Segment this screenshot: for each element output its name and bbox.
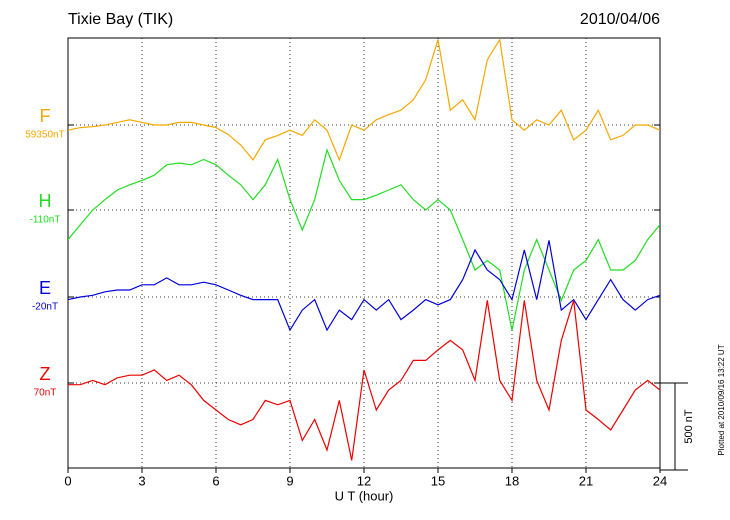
series-name: F xyxy=(40,106,51,126)
chart-title: Tixie Bay (TIK) xyxy=(68,11,173,28)
x-tick-label: 3 xyxy=(138,473,145,488)
series-name: H xyxy=(39,191,52,211)
series-baseline: -20nT xyxy=(32,302,58,313)
x-tick-label: 18 xyxy=(505,473,519,488)
chart-date: 2010/04/06 xyxy=(580,11,660,28)
x-tick-label: 15 xyxy=(431,473,445,488)
series-baseline: 70nT xyxy=(34,388,57,399)
series-name: E xyxy=(39,278,51,298)
x-tick-label: 0 xyxy=(64,473,71,488)
trace-line xyxy=(68,148,660,331)
x-tick-label: 9 xyxy=(286,473,293,488)
scale-bar-label: 500 nT xyxy=(683,409,695,444)
x-tick-label: 24 xyxy=(653,473,667,488)
trace-line xyxy=(68,300,660,461)
trace-line xyxy=(68,240,660,332)
series-name: Z xyxy=(40,364,51,384)
x-tick-label: 21 xyxy=(579,473,593,488)
x-tick-label: 12 xyxy=(357,473,371,488)
plot-note: Plotted at 2010/09/16 13:22 UT xyxy=(717,344,726,455)
series-baseline: -110nT xyxy=(30,215,61,226)
trace-line xyxy=(68,38,660,162)
series-baseline: 59350nT xyxy=(25,130,64,141)
x-axis-label: U T (hour) xyxy=(335,488,394,503)
x-tick-label: 6 xyxy=(212,473,219,488)
